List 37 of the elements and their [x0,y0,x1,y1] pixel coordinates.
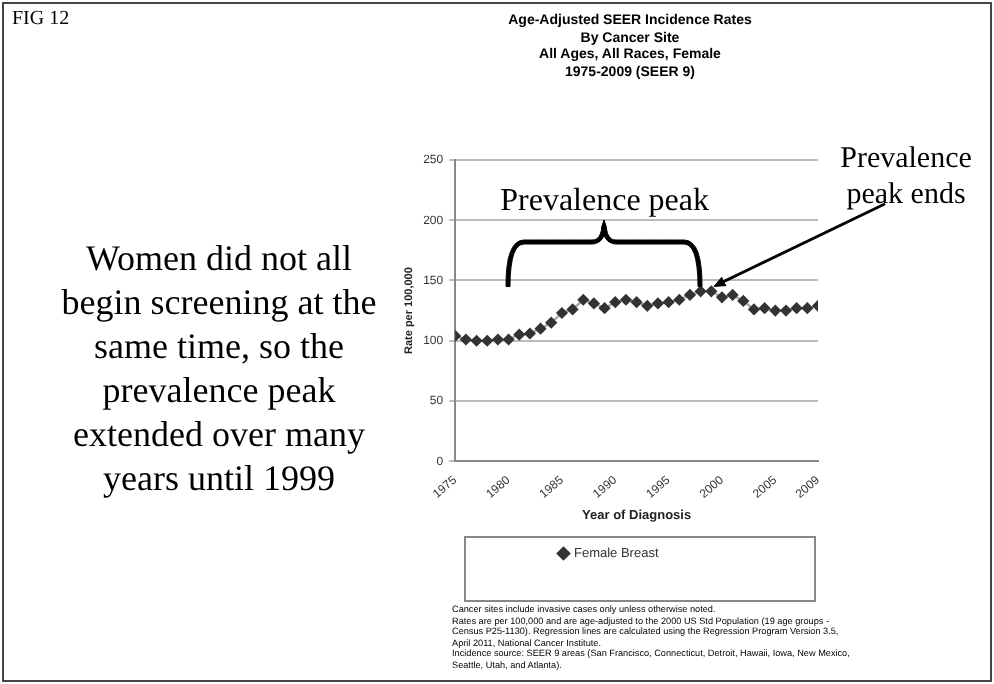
point [759,302,771,314]
text: FIG 12 [12,8,70,30]
point [716,291,728,303]
point [599,302,611,314]
point [620,294,632,306]
point [513,329,525,341]
point [631,296,643,308]
point [780,305,792,317]
point [556,307,568,319]
point [566,303,579,315]
point [791,302,803,314]
text: Prevalence peak ends [840,142,973,211]
point [695,285,707,297]
point [769,305,781,317]
point [502,333,515,346]
point [684,289,696,301]
point [673,294,685,306]
text: Women did not all begin screening at the same time, so the prevalence peak extended over many years until 1999 [59,236,379,500]
annotation: Prevalence peak [500,184,709,219]
point [801,302,813,314]
point [652,297,664,309]
point [641,300,653,312]
point [524,327,536,340]
point [492,333,504,346]
point [727,289,739,301]
point [460,333,472,346]
point [705,285,717,297]
point [748,303,760,315]
point [737,295,749,307]
point [577,294,589,306]
point [545,317,557,329]
point [470,335,483,347]
point [534,323,547,335]
point [588,297,600,309]
point [663,296,675,308]
point [481,335,493,347]
point [609,296,621,308]
